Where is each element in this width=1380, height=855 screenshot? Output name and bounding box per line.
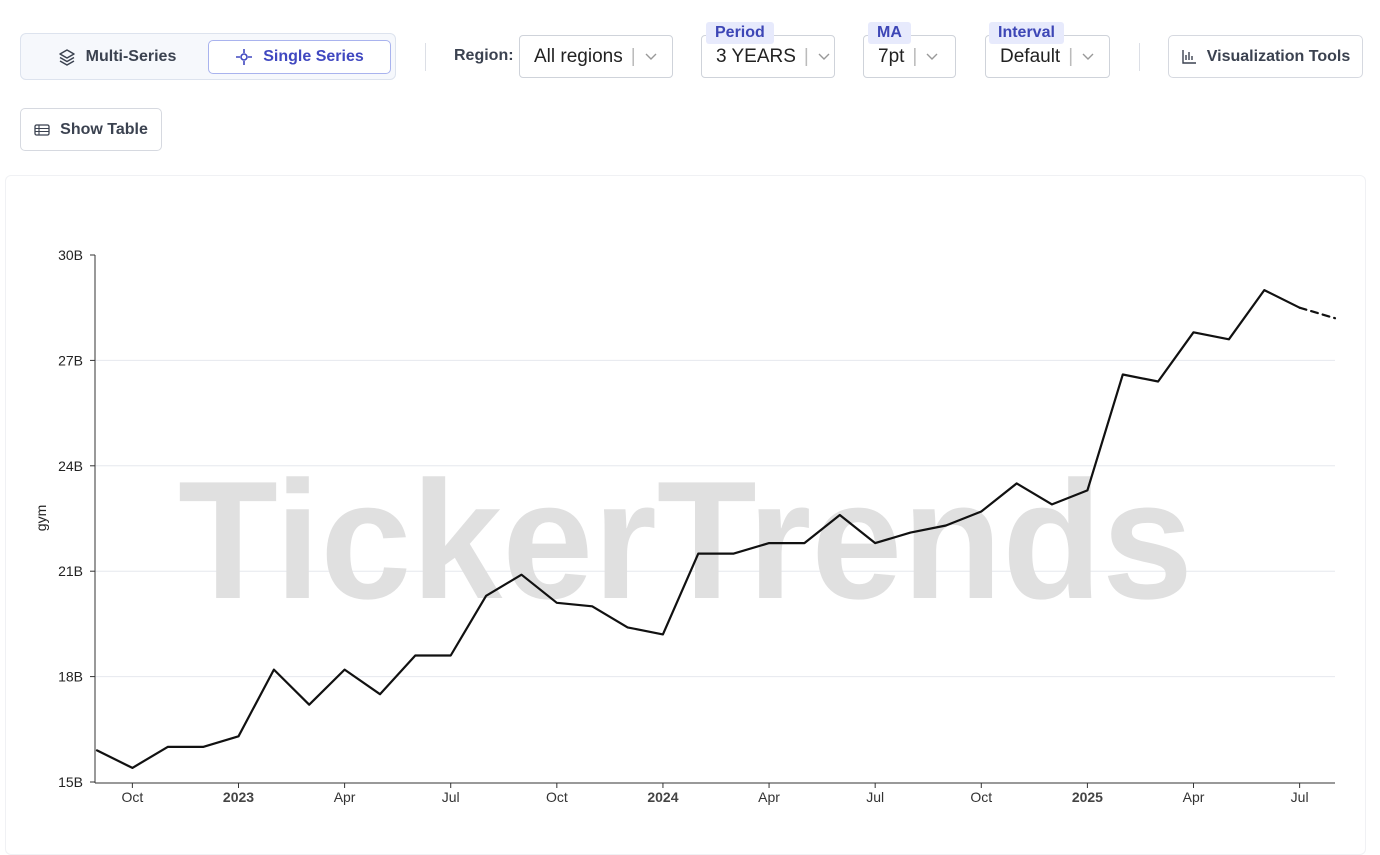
chart-icon <box>1182 49 1196 64</box>
x-tick-label: Jul <box>442 789 460 805</box>
multi-series-button[interactable]: Multi-Series <box>27 40 207 74</box>
region-select[interactable]: All regions | <box>519 35 673 78</box>
period-badge: Period <box>706 22 774 44</box>
toolbar-divider <box>425 43 426 71</box>
table-icon <box>34 123 50 136</box>
interval-value: Default <box>1000 45 1061 67</box>
y-tick-label: 18B <box>58 669 83 685</box>
x-tick-label: 2023 <box>223 789 254 805</box>
ma-badge: MA <box>868 22 911 44</box>
x-tick-label: Oct <box>121 789 143 805</box>
layers-icon <box>58 49 75 66</box>
x-tick-label: Oct <box>970 789 992 805</box>
chevron <box>645 53 657 60</box>
select-separator: | <box>1068 45 1074 67</box>
y-tick-label: 21B <box>58 563 83 579</box>
show-table-button[interactable]: Show Table <box>20 108 162 151</box>
y-axis-label: gym <box>33 505 49 531</box>
select-separator: | <box>630 45 636 67</box>
single-series-text: Single Series <box>263 48 364 65</box>
series-line <box>1298 306 1337 320</box>
x-tick-label: Apr <box>758 789 780 805</box>
chevron <box>818 53 830 60</box>
chevron <box>1082 53 1094 60</box>
interval-badge: Interval <box>989 22 1064 44</box>
point-icon <box>236 49 253 65</box>
region-label: Region: <box>454 47 514 64</box>
select-separator: | <box>803 45 809 67</box>
y-tick-label: 27B <box>58 352 83 368</box>
visualization-tools-button[interactable]: Visualization Tools <box>1168 35 1363 78</box>
y-tick-label: 30B <box>58 247 83 263</box>
toolbar-divider <box>1139 43 1140 71</box>
series-mode-toggle: Multi-Series Single Series <box>20 33 396 80</box>
period-value: 3 YEARS <box>716 45 796 67</box>
multi-series-text: Multi-Series <box>85 48 177 65</box>
visualization-tools-text: Visualization Tools <box>1206 47 1351 65</box>
chevron <box>926 53 938 60</box>
single-series-button[interactable]: Single Series <box>208 40 391 74</box>
x-tick-label: 2024 <box>647 789 678 805</box>
x-tick-label: Jul <box>1291 789 1309 805</box>
y-tick-label: 24B <box>58 458 83 474</box>
region-value: All regions <box>534 45 623 67</box>
x-tick-label: Apr <box>1183 789 1205 805</box>
x-tick-label: Apr <box>334 789 356 805</box>
series-line <box>95 289 1301 769</box>
show-table-text: Show Table <box>60 120 148 138</box>
ma-value: 7pt <box>878 45 905 67</box>
watermark: TickerTrends <box>178 446 1193 634</box>
x-tick-label: Oct <box>546 789 568 805</box>
select-separator: | <box>912 45 918 67</box>
x-tick-label: 2025 <box>1072 789 1103 805</box>
y-tick-label: 15B <box>58 774 83 790</box>
x-tick-label: Jul <box>866 789 884 805</box>
